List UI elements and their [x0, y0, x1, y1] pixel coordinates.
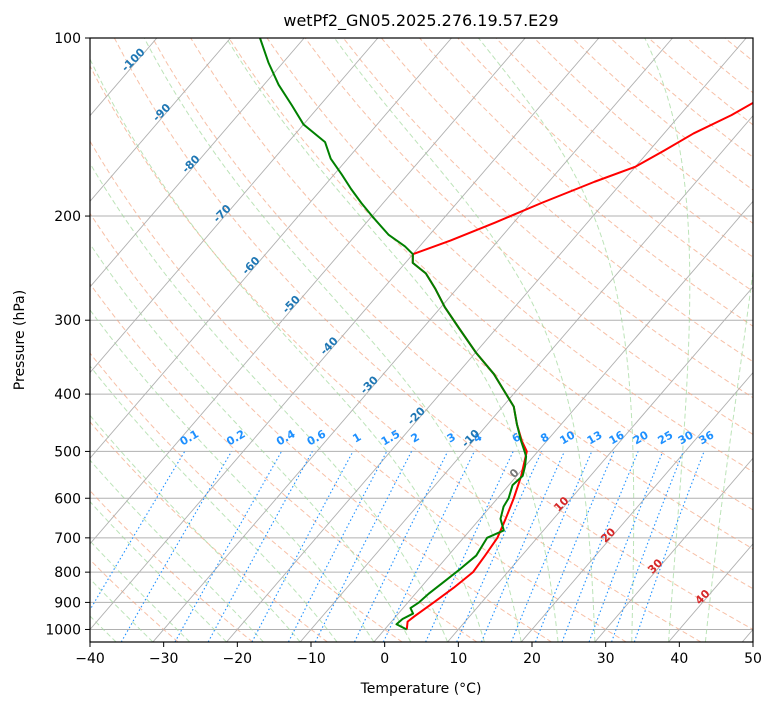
- isotherm: [90, 38, 231, 203]
- moist-adiabat: [90, 243, 412, 642]
- x-tick-label: 10: [449, 651, 467, 667]
- mixing-ratio-line: [480, 451, 565, 642]
- plot-frame: [89, 37, 754, 643]
- isotherm: [299, 115, 753, 642]
- moist-adiabat: [90, 365, 338, 642]
- y-tick-label: 900: [54, 595, 81, 611]
- dry-adiabat: [90, 489, 254, 642]
- dry-adiabat: [228, 38, 753, 511]
- y-tick-label: 800: [54, 565, 81, 581]
- x-tick-label: 0: [380, 651, 389, 667]
- dry-adiabat: [90, 140, 627, 642]
- mixing-ratio-line: [174, 451, 283, 642]
- mixing-ratio-line: [588, 451, 664, 642]
- isotherm: [520, 371, 753, 642]
- dry-adiabat: [457, 38, 753, 292]
- x-tick-label: 40: [670, 651, 688, 667]
- x-tick-label: 20: [523, 651, 541, 667]
- y-tick-label: 700: [54, 531, 81, 547]
- isotherm: [90, 38, 600, 631]
- y-tick-label: 400: [54, 387, 81, 403]
- x-axis-label: Temperature (°C): [360, 681, 482, 697]
- axes: −40 −30 −20 −10 0 10 20 30 40 50 100 200 300 400 500 60…: [45, 31, 762, 667]
- moist-adiabat: [90, 500, 227, 642]
- plot-area: 0.1 0.2 0.4 0.6 1 1.5 2 3 4 6 8 10 13 16 20 25 30 36-100-…: [90, 38, 753, 642]
- isotherm: [90, 38, 379, 374]
- moist-adiabat: [644, 38, 691, 642]
- mixing-ratio-line: [633, 451, 705, 642]
- y-tick-label: 200: [54, 209, 81, 225]
- isotherm: [226, 38, 747, 642]
- moist-adiabats: [90, 38, 753, 642]
- dry-adiabat: [152, 38, 753, 590]
- dewpoint-trace: [259, 38, 528, 631]
- x-tick-label: 30: [597, 651, 615, 667]
- mixing-ratio-line: [207, 451, 313, 642]
- dry-adiabat: [90, 212, 552, 642]
- chart-title: wetPf2_GN05.2025.276.19.57.E29: [283, 11, 558, 31]
- isotherm: [373, 200, 753, 642]
- y-tick-label: 600: [54, 491, 81, 507]
- moist-adiabat: [90, 57, 485, 642]
- y-axis-label: Pressure (hPa): [12, 290, 28, 390]
- mixing-ratio-line: [534, 451, 615, 642]
- moist-adiabat: [90, 162, 449, 642]
- x-tick-label: −20: [223, 651, 253, 667]
- x-tick-label: −40: [75, 651, 105, 667]
- y-tick-label: 1000: [45, 622, 81, 638]
- dry-adiabat: [266, 38, 753, 473]
- mixing-ratio-line: [456, 451, 543, 642]
- moist-adiabat: [704, 267, 753, 642]
- dry-adiabat: [342, 38, 753, 399]
- moist-adiabat: [90, 459, 264, 642]
- isotherm: [594, 457, 753, 642]
- y-tick-label: 300: [54, 313, 81, 329]
- moist-adiabat: [478, 38, 635, 642]
- moist-adiabat: [90, 540, 191, 642]
- x-tick-label: −10: [296, 651, 326, 667]
- dry-adiabat: [113, 38, 753, 631]
- mixing-ratio-line: [510, 451, 593, 642]
- isotherm: [90, 38, 452, 459]
- mixing-ratio-line: [611, 451, 684, 642]
- isotherms: [90, 38, 753, 642]
- moist-adiabat: [334, 38, 596, 642]
- x-tick-label: −30: [149, 651, 179, 667]
- isotherm: [90, 38, 305, 288]
- y-tick-label: 500: [54, 444, 81, 460]
- moist-adiabat: [143, 38, 522, 642]
- mixing-ratio-line: [561, 451, 639, 642]
- isotherm: [447, 286, 753, 642]
- mixing-ratio-line: [251, 451, 354, 642]
- isotherm: [152, 38, 673, 642]
- y-tick-label: 100: [54, 31, 81, 47]
- dry-adiabat: [90, 282, 478, 642]
- sounding-traces: [259, 38, 753, 631]
- x-tick-label: 50: [744, 651, 762, 667]
- mixing-ratio-line: [314, 451, 413, 642]
- moist-adiabat: [90, 578, 154, 642]
- isotherm: [90, 38, 526, 545]
- mixing-ratio-lines: [90, 451, 705, 642]
- dry-adiabat: [90, 64, 702, 642]
- moist-adiabat: [225, 38, 559, 642]
- pressure-gridlines: [90, 38, 753, 630]
- dry-adiabat: [90, 421, 328, 642]
- dry-adiabat: [381, 38, 753, 363]
- moist-adiabat: [90, 309, 375, 642]
